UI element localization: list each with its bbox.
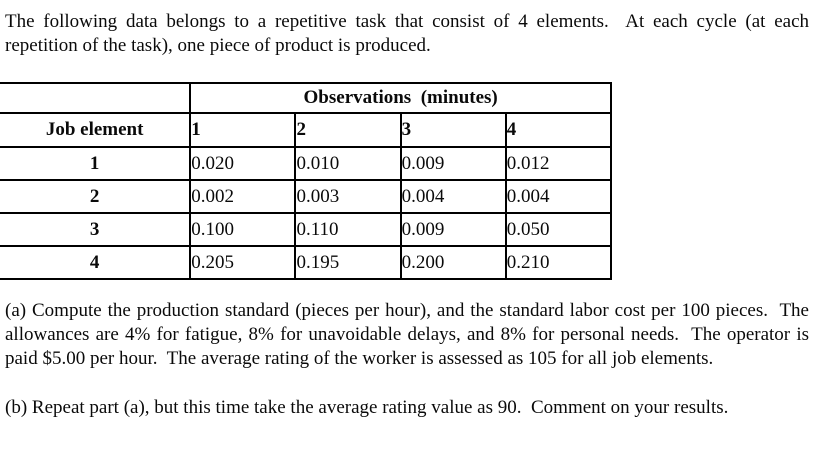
column-header-3: 3 (399, 112, 507, 148)
column-header-4: 4 (504, 112, 613, 148)
value-cell: 0.012 (504, 146, 613, 181)
part-b-paragraph: (b) Repeat part (a), but this time take … (5, 397, 729, 418)
value-cell: 0.020 (189, 146, 297, 181)
value-cell: 0.200 (399, 245, 507, 280)
value-cell: 0.195 (294, 245, 402, 280)
column-header-row: Job element 1 2 3 4 (0, 112, 613, 148)
table-row: 2 0.002 0.003 0.004 0.004 (0, 179, 613, 214)
element-cell: 3 (0, 212, 192, 247)
part-a-paragraph: (a) Compute the production standard (pie… (5, 300, 809, 369)
value-cell: 0.050 (504, 212, 613, 247)
value-cell: 0.003 (294, 179, 402, 214)
value-cell: 0.002 (189, 179, 297, 214)
empty-corner-cell (0, 82, 192, 114)
element-cell: 2 (0, 179, 192, 214)
value-cell: 0.004 (504, 179, 613, 214)
column-header-1: 1 (189, 112, 297, 148)
column-header-2: 2 (294, 112, 402, 148)
intro-paragraph: The following data belongs to a repetiti… (5, 11, 809, 56)
value-cell: 0.009 (399, 212, 507, 247)
value-cell: 0.010 (294, 146, 402, 181)
observations-header-cell: Observations (minutes) (189, 82, 612, 114)
observations-table: Observations (minutes) Job element 1 2 3… (0, 82, 613, 280)
value-cell: 0.100 (189, 212, 297, 247)
value-cell: 0.205 (189, 245, 297, 280)
table-row: 3 0.100 0.110 0.009 0.050 (0, 212, 613, 247)
element-cell: 4 (0, 245, 192, 280)
table-row: 1 0.020 0.010 0.009 0.012 (0, 146, 613, 181)
value-cell: 0.009 (399, 146, 507, 181)
value-cell: 0.110 (294, 212, 402, 247)
value-cell: 0.210 (504, 245, 613, 280)
element-cell: 1 (0, 146, 192, 181)
table-row: 4 0.205 0.195 0.200 0.210 (0, 245, 613, 280)
job-element-header-cell: Job element (0, 112, 192, 148)
observations-header-row: Observations (minutes) (0, 82, 612, 114)
value-cell: 0.004 (399, 179, 507, 214)
